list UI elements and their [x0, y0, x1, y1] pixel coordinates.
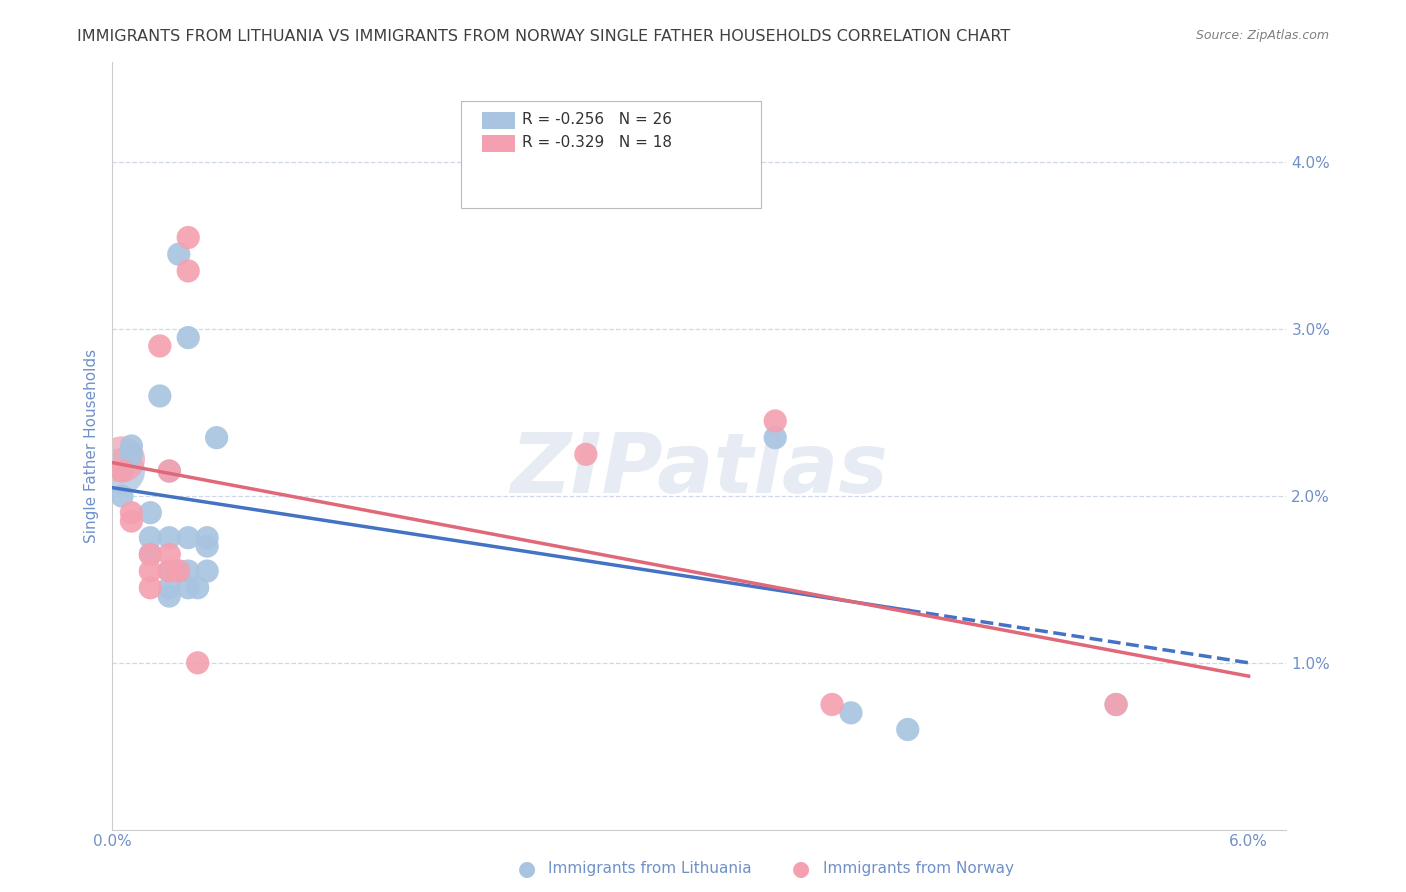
- Point: [139, 506, 162, 520]
- Point: [120, 514, 142, 528]
- Point: [157, 548, 180, 562]
- Bar: [482, 136, 515, 153]
- Point: [111, 452, 134, 467]
- Point: [157, 464, 180, 478]
- Point: [205, 431, 228, 445]
- Point: [1105, 698, 1128, 712]
- Point: [177, 564, 200, 578]
- Point: [195, 531, 218, 545]
- Bar: [482, 112, 515, 129]
- Text: R = -0.256   N = 26: R = -0.256 N = 26: [522, 112, 672, 127]
- Point: [139, 531, 162, 545]
- Y-axis label: Single Father Households: Single Father Households: [83, 349, 98, 543]
- Point: [763, 414, 786, 428]
- Point: [187, 656, 209, 670]
- Point: [111, 464, 134, 478]
- Point: [111, 489, 134, 503]
- Point: [167, 247, 190, 261]
- Point: [177, 330, 200, 344]
- Point: [120, 506, 142, 520]
- Point: [149, 389, 172, 403]
- Point: [177, 581, 200, 595]
- Point: [177, 264, 200, 278]
- Point: [149, 339, 172, 353]
- Point: [157, 564, 180, 578]
- Point: [120, 439, 142, 453]
- Point: [157, 581, 180, 595]
- Text: ●: ●: [793, 859, 810, 879]
- Text: IMMIGRANTS FROM LITHUANIA VS IMMIGRANTS FROM NORWAY SINGLE FATHER HOUSEHOLDS COR: IMMIGRANTS FROM LITHUANIA VS IMMIGRANTS …: [77, 29, 1011, 45]
- Point: [821, 698, 844, 712]
- Text: Immigrants from Lithuania: Immigrants from Lithuania: [548, 862, 752, 876]
- Point: [111, 464, 134, 478]
- Point: [167, 564, 190, 578]
- Point: [139, 548, 162, 562]
- Point: [157, 589, 180, 603]
- Point: [763, 431, 786, 445]
- Point: [139, 564, 162, 578]
- Point: [195, 564, 218, 578]
- Point: [157, 531, 180, 545]
- Point: [120, 447, 142, 461]
- Point: [167, 564, 190, 578]
- Point: [139, 581, 162, 595]
- Point: [897, 723, 920, 737]
- Point: [1105, 698, 1128, 712]
- Point: [195, 539, 218, 553]
- Text: Immigrants from Norway: Immigrants from Norway: [823, 862, 1014, 876]
- Text: ZIPatlas: ZIPatlas: [510, 428, 889, 509]
- Point: [139, 548, 162, 562]
- FancyBboxPatch shape: [461, 101, 761, 208]
- Point: [157, 564, 180, 578]
- Text: R = -0.329   N = 18: R = -0.329 N = 18: [522, 135, 672, 150]
- Text: Source: ZipAtlas.com: Source: ZipAtlas.com: [1195, 29, 1329, 43]
- Point: [177, 531, 200, 545]
- Point: [177, 230, 200, 244]
- Point: [575, 447, 598, 461]
- Text: ●: ●: [519, 859, 536, 879]
- Point: [839, 706, 862, 720]
- Point: [157, 464, 180, 478]
- Point: [187, 581, 209, 595]
